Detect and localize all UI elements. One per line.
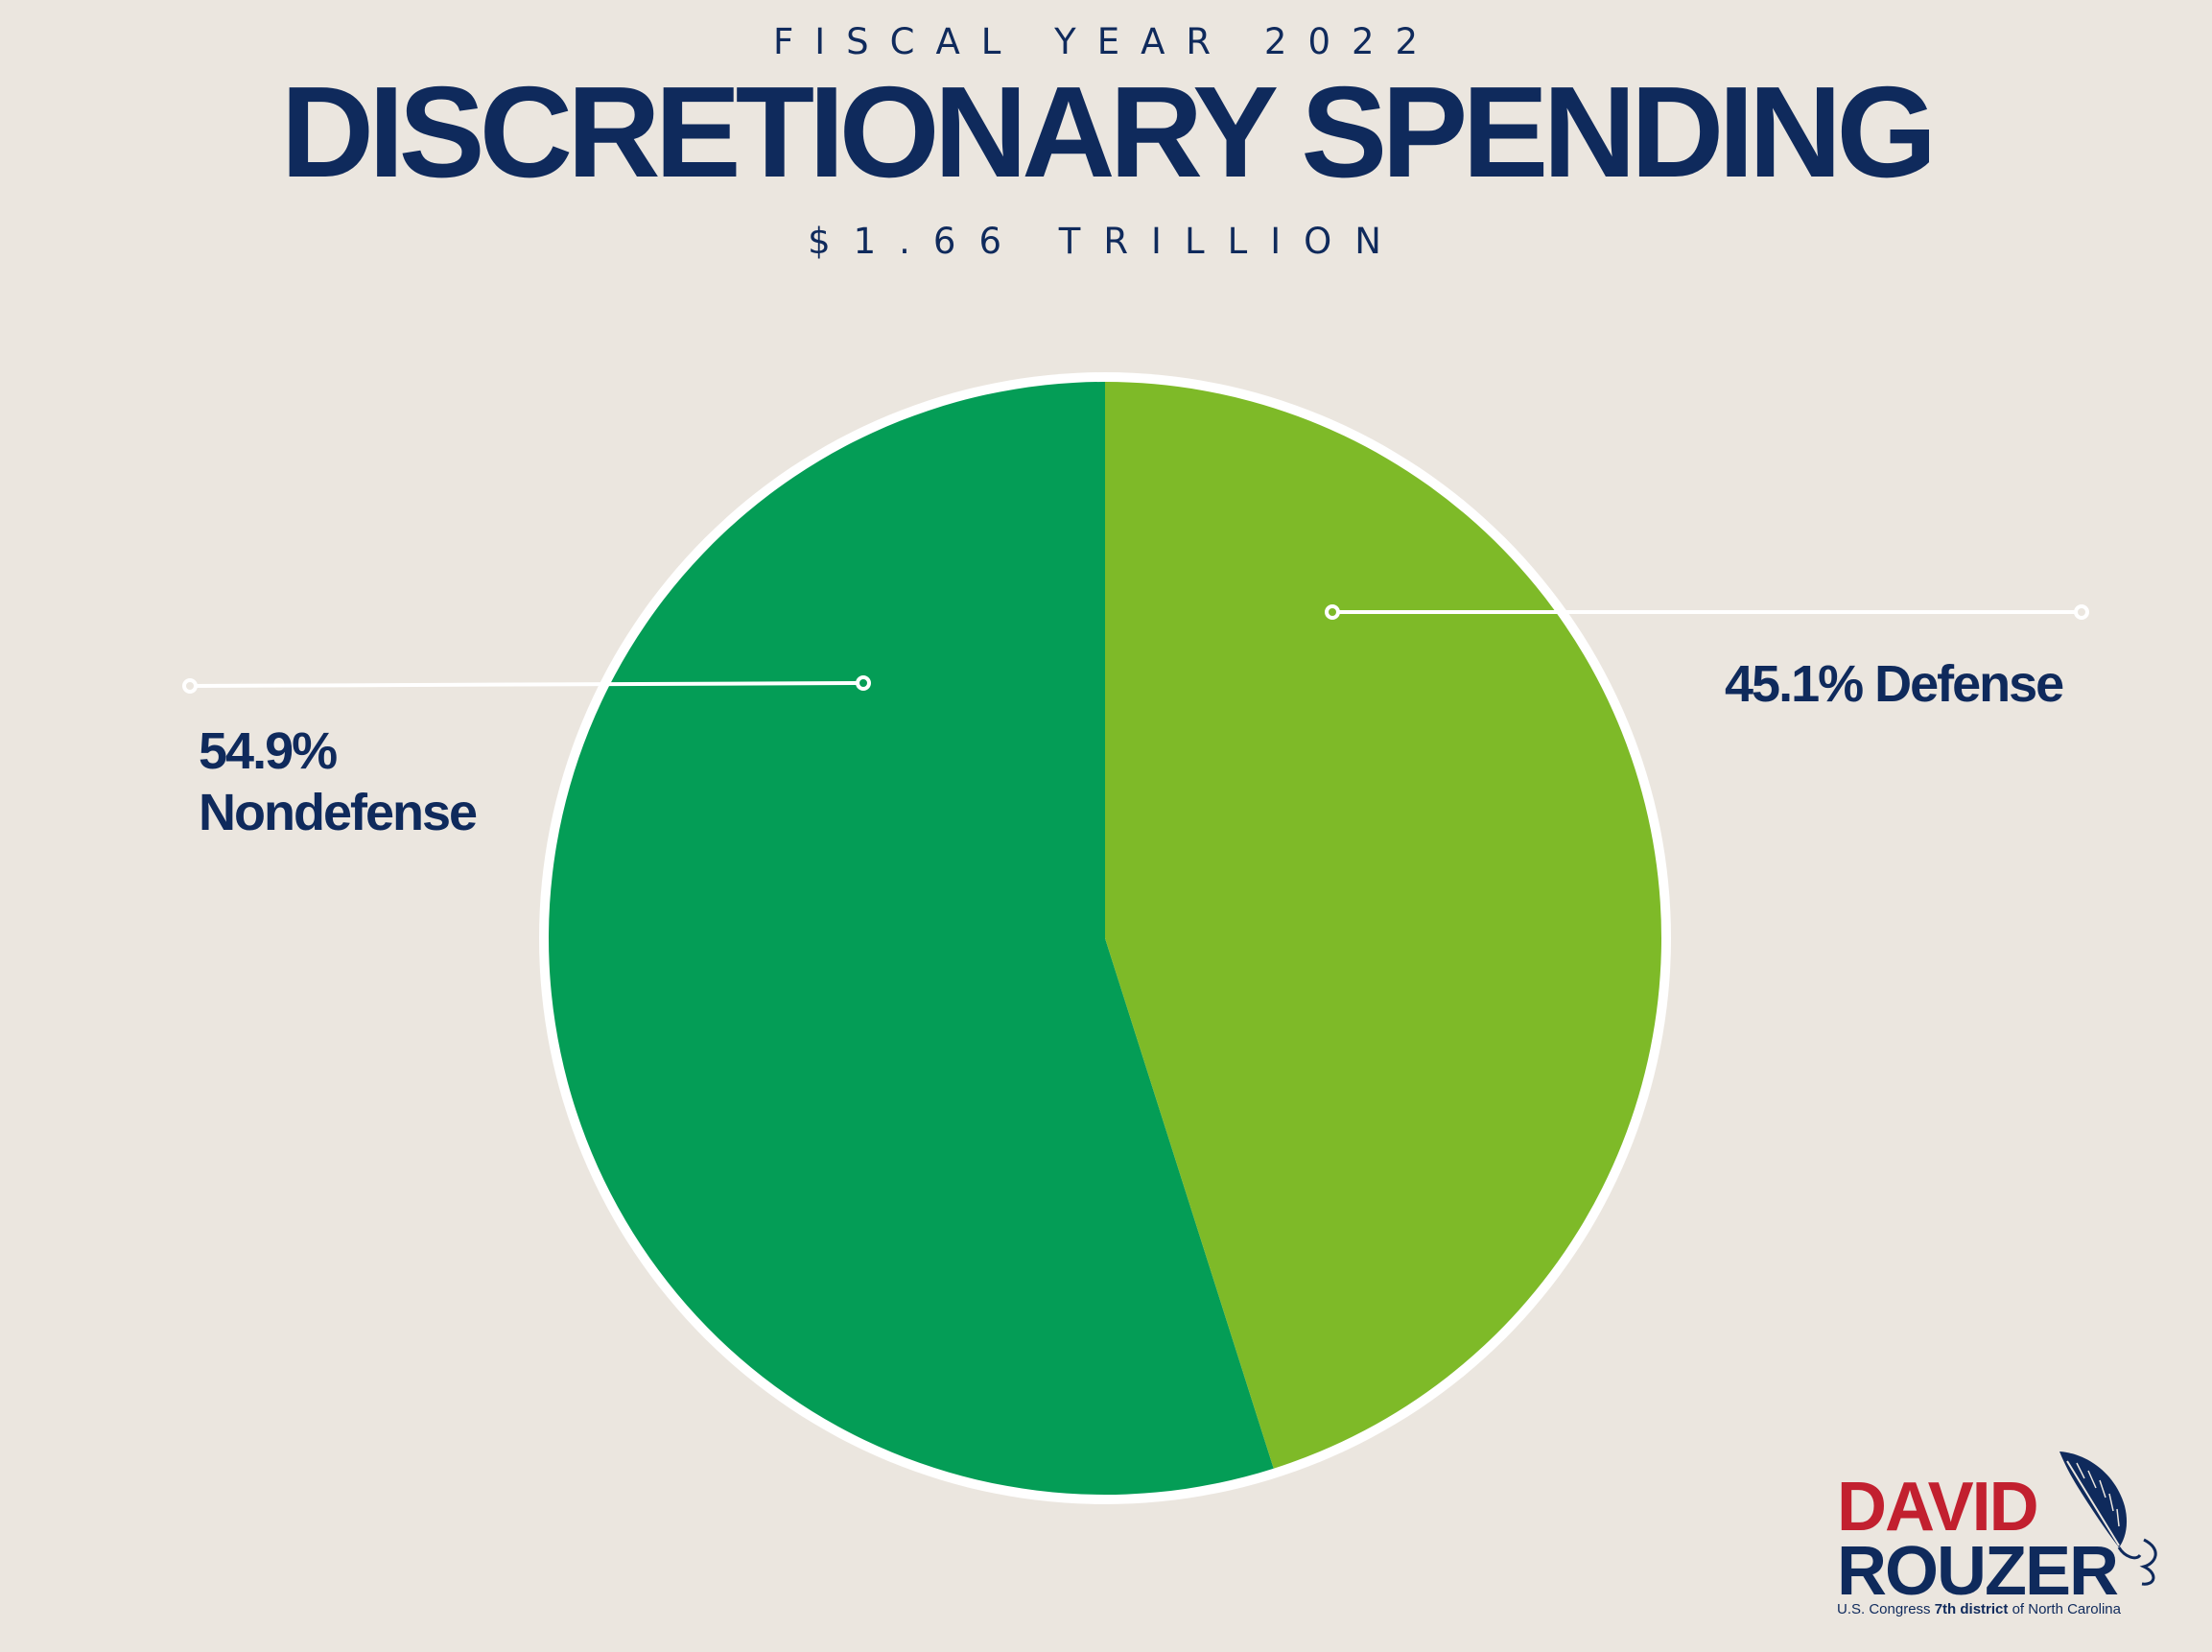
data-label-nondefense-percent: 54.9% [199,722,338,780]
pie-slice-nondefense [549,381,1274,1495]
logo-name-last: ROUZER [1837,1533,2119,1610]
logo-tagline: U.S. Congress 7th district of North Caro… [1837,1601,2121,1617]
data-label-defense: 45.1% Defense [1725,655,2064,713]
chart-title: DISCRETIONARY SPENDING [280,59,1938,204]
chart-subtitle: $1.66 TRILLION [808,221,1404,262]
data-label-nondefense-name: Nondefense [199,783,478,841]
logo-tagline-a: U.S. Congress [1837,1601,1935,1617]
logo: DAVID ROUZER U.S. Congress 7th district … [1837,1444,2201,1617]
data-label-nondefense: 54.9% Nondefense [199,721,478,843]
logo-name-first: DAVID [1837,1469,2039,1546]
chart-kicker: FISCAL YEAR 2022 [772,21,1440,62]
leader-line-nondefense [182,675,871,694]
logo-tagline-b: 7th district [1934,1601,2009,1617]
feather-icon [2059,1451,2157,1586]
pie-slice-defense [1105,382,1662,1469]
leader-line-defense [1325,604,2089,620]
logo-tagline-c: of North Carolina [2008,1601,2121,1617]
